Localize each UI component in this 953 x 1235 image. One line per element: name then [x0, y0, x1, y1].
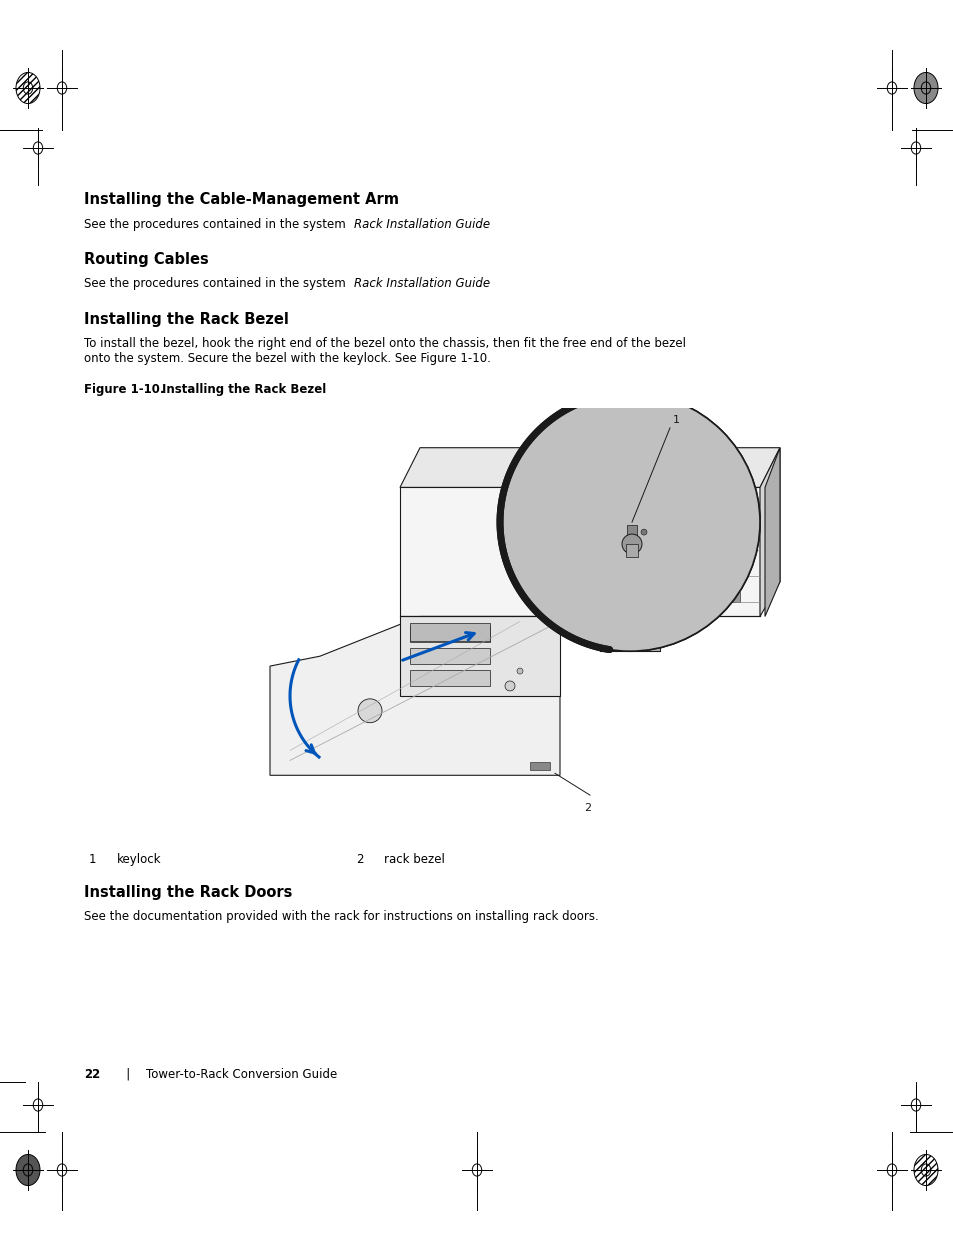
Circle shape: [16, 73, 40, 104]
Bar: [724, 564, 740, 574]
Text: Installing the Rack Bezel: Installing the Rack Bezel: [84, 312, 289, 327]
Text: .: .: [477, 219, 481, 231]
Bar: [724, 536, 740, 546]
Polygon shape: [270, 616, 559, 776]
Circle shape: [357, 699, 381, 722]
Text: See the documentation provided with the rack for instructions on installing rack: See the documentation provided with the …: [84, 910, 598, 923]
Circle shape: [640, 529, 646, 535]
Circle shape: [703, 495, 709, 501]
Circle shape: [499, 393, 760, 651]
Text: 1: 1: [672, 415, 679, 425]
Polygon shape: [760, 448, 780, 616]
Bar: [410, 671, 490, 685]
Text: s: s: [687, 564, 692, 573]
Polygon shape: [399, 488, 760, 616]
Text: Installing the Cable-Management Arm: Installing the Cable-Management Arm: [84, 191, 398, 207]
Text: 22: 22: [84, 1068, 100, 1081]
Text: Figure 1-10.: Figure 1-10.: [84, 383, 164, 396]
Text: s: s: [687, 542, 692, 552]
Bar: [724, 592, 740, 601]
Text: keylock: keylock: [117, 853, 162, 866]
Text: onto the system. Secure the bezel with the keylock. See Figure 1-10.: onto the system. Secure the bezel with t…: [84, 352, 490, 366]
Text: Installing the Rack Bezel: Installing the Rack Bezel: [162, 383, 326, 396]
Text: 2: 2: [355, 853, 363, 866]
Polygon shape: [399, 616, 559, 695]
Text: Rack Installation Guide: Rack Installation Guide: [354, 277, 490, 290]
Circle shape: [913, 1155, 937, 1186]
Circle shape: [517, 668, 522, 674]
Circle shape: [621, 534, 641, 555]
Bar: [410, 648, 490, 664]
Circle shape: [16, 1155, 40, 1186]
Polygon shape: [764, 448, 780, 616]
Text: 1: 1: [89, 853, 96, 866]
Polygon shape: [399, 448, 780, 488]
Bar: [410, 626, 490, 642]
Text: .: .: [477, 277, 481, 290]
Text: |: |: [115, 1068, 142, 1081]
Text: To install the bezel, hook the right end of the bezel onto the chassis, then fit: To install the bezel, hook the right end…: [84, 337, 685, 350]
Circle shape: [504, 680, 515, 690]
Text: See the procedures contained in the system: See the procedures contained in the syst…: [84, 277, 349, 290]
Bar: [410, 624, 490, 641]
Text: cc: cc: [664, 513, 674, 521]
Text: See the procedures contained in the system: See the procedures contained in the syst…: [84, 219, 349, 231]
Circle shape: [913, 73, 937, 104]
Circle shape: [703, 482, 709, 487]
Text: Installing the Rack Doors: Installing the Rack Doors: [84, 885, 292, 900]
Circle shape: [499, 393, 760, 651]
Text: Rack Installation Guide: Rack Installation Guide: [354, 219, 490, 231]
Polygon shape: [625, 543, 638, 557]
Text: Tower-to-Rack Conversion Guide: Tower-to-Rack Conversion Guide: [146, 1068, 336, 1081]
Bar: [626, 525, 637, 537]
Bar: [530, 762, 550, 771]
Bar: [724, 509, 740, 519]
Text: rack bezel: rack bezel: [384, 853, 445, 866]
Text: Routing Cables: Routing Cables: [84, 252, 209, 267]
Polygon shape: [599, 393, 659, 651]
Circle shape: [703, 510, 709, 515]
Text: 2: 2: [584, 803, 591, 813]
